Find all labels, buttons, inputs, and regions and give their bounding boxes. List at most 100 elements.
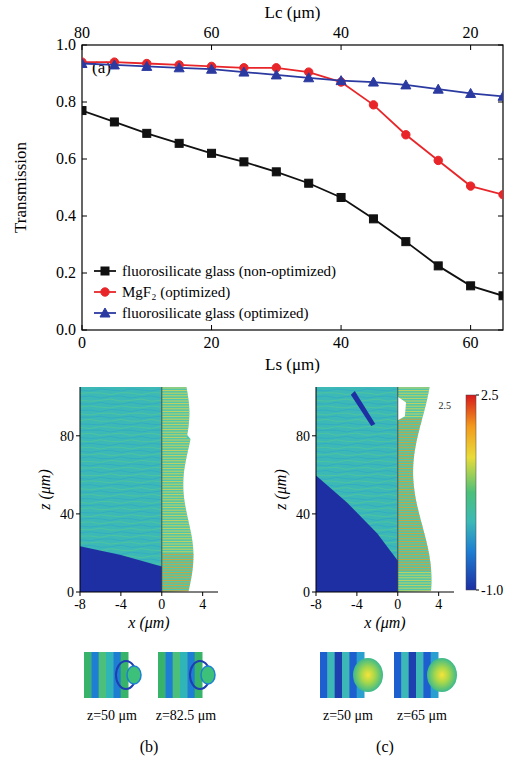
y-axis-title: Transmission [11, 141, 30, 233]
core-texture [398, 502, 417, 503]
cladding-texture [316, 406, 398, 408]
core-texture [398, 577, 432, 578]
core-field [398, 387, 432, 592]
cladding-texture [316, 485, 398, 487]
x-tick [397, 592, 398, 596]
y-tick-right [498, 330, 503, 331]
core-texture [398, 481, 414, 482]
cladding-texture [80, 532, 162, 534]
y-tick-label: 1.0 [56, 36, 76, 53]
cladding-texture [80, 525, 162, 527]
cladding-texture [80, 488, 162, 490]
core-texture [398, 531, 424, 532]
core-texture [162, 471, 184, 472]
cladding-texture [316, 447, 398, 449]
core-texture [398, 575, 432, 576]
cladding-texture [316, 433, 398, 435]
core-texture [398, 570, 431, 571]
core-texture [162, 427, 189, 428]
core-texture [162, 520, 189, 521]
low-field-streak [351, 391, 376, 426]
core-texture [162, 541, 193, 542]
core-texture [398, 450, 415, 451]
marker [466, 182, 474, 190]
cladding-texture [316, 443, 398, 445]
core-texture [398, 523, 422, 524]
y-tick-right [498, 102, 503, 103]
x-tick-label: 20 [204, 334, 220, 351]
marker [82, 59, 87, 68]
core-texture [398, 447, 416, 448]
core-texture [398, 484, 414, 485]
core-texture [398, 398, 428, 399]
cladding-texture [80, 539, 162, 541]
cladding-texture [80, 399, 162, 401]
x2-tick-label: 40 [333, 24, 349, 41]
colorbar [466, 395, 476, 590]
core-texture [398, 458, 414, 459]
plot-data [82, 58, 503, 300]
x-tick-label: 0 [78, 334, 86, 351]
marker [499, 292, 503, 300]
core-texture [398, 572, 432, 573]
core-texture [398, 471, 413, 472]
cladding-texture [80, 485, 162, 487]
cladding-texture [80, 505, 162, 507]
legend-marker [101, 288, 109, 296]
cross-section [320, 652, 383, 698]
z-tick-label: 40 [60, 507, 74, 522]
core-texture [398, 390, 429, 391]
core-texture [162, 489, 184, 490]
cladding-texture [316, 440, 398, 442]
core-texture [162, 518, 188, 519]
cross-section-band [342, 652, 350, 698]
panel-label: (b) [140, 738, 159, 756]
panel-b: -8-40404080x (μm)z (μm)z=50 μmz=82.5 μm(… [36, 387, 218, 756]
z-tick-label: 80 [296, 429, 310, 444]
core-texture [398, 549, 428, 550]
core-texture [162, 590, 189, 591]
colorbar-tick [476, 395, 479, 396]
core-texture [162, 492, 184, 493]
low-field-zone [80, 545, 162, 592]
marker [434, 262, 442, 270]
core-texture [398, 492, 415, 493]
core-texture [398, 466, 413, 467]
core-field [162, 387, 194, 592]
legend-marker [101, 267, 109, 275]
legend-label-line: fluorosilicate glass (non-optimized) [122, 263, 336, 280]
cladding-texture [80, 413, 162, 415]
core-texture [162, 536, 192, 537]
marker [142, 61, 152, 70]
core-texture [398, 445, 416, 446]
core-texture [398, 536, 425, 537]
cladding-texture [80, 494, 162, 496]
cladding-texture [80, 423, 162, 425]
core-texture [398, 562, 431, 563]
x-tick [161, 592, 162, 596]
core-texture [162, 533, 191, 534]
core-texture [162, 523, 189, 524]
core-texture [398, 583, 432, 584]
core-texture [162, 544, 193, 545]
x-tick-label: -8 [310, 597, 322, 612]
x-tick [211, 325, 212, 330]
x-tick [341, 325, 342, 330]
z-tick-label: 40 [296, 507, 310, 522]
y-tick [82, 45, 87, 46]
core-texture [398, 515, 420, 516]
series-line [82, 111, 503, 296]
core-texture [398, 590, 431, 591]
marker [305, 179, 313, 187]
core-texture [398, 559, 430, 560]
core-texture [162, 445, 189, 446]
cladding-texture [316, 467, 398, 469]
core-texture [162, 564, 193, 565]
x2-tick-label: 60 [204, 24, 220, 41]
core-texture [162, 424, 189, 425]
core-texture [398, 437, 418, 438]
cladding-texture [80, 416, 162, 418]
legend-marker [100, 308, 110, 317]
cross-section-band [91, 652, 99, 698]
z-tick-label: 0 [303, 585, 310, 600]
